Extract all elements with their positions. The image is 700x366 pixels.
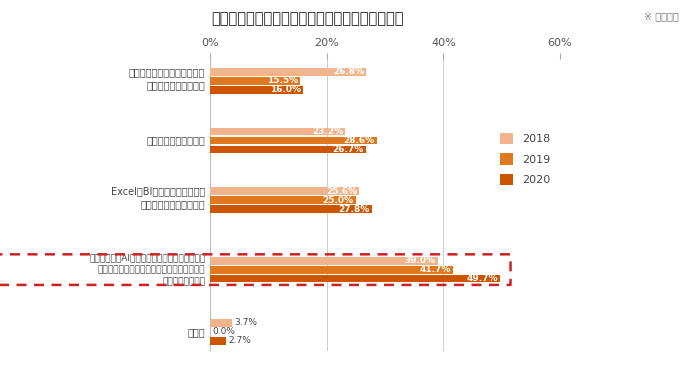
Bar	[210, 319, 232, 327]
Bar	[210, 128, 345, 135]
Bar	[210, 146, 365, 153]
Text: その他: その他	[188, 327, 205, 337]
Text: 49.7%: 49.7%	[466, 274, 498, 283]
Text: 収集したデータの集計: 収集したデータの集計	[146, 135, 205, 146]
Bar	[210, 86, 303, 94]
Text: 【図】過去調査との比較　今後用いたい分析手法: 【図】過去調査との比較 今後用いたい分析手法	[211, 11, 405, 26]
Bar	[210, 187, 359, 195]
Text: 2.7%: 2.7%	[228, 336, 251, 345]
Text: Excel、BIツールなどを用いた: Excel、BIツールなどを用いた	[111, 186, 205, 196]
Legend: 2018, 2019, 2020: 2018, 2019, 2020	[495, 128, 554, 190]
Text: 25.0%: 25.0%	[323, 195, 354, 205]
Text: 25.6%: 25.6%	[326, 187, 357, 196]
Text: 41.7%: 41.7%	[419, 265, 451, 274]
Text: 23.2%: 23.2%	[312, 127, 343, 136]
Text: 28.6%: 28.6%	[344, 136, 374, 145]
Text: ※ 複数回答: ※ 複数回答	[644, 11, 679, 21]
Text: 3.7%: 3.7%	[234, 318, 257, 327]
Bar	[210, 266, 454, 273]
Bar	[210, 77, 300, 85]
Bar	[210, 337, 225, 344]
Text: 過去の出稿額データに基づく: 過去の出稿額データに基づく	[129, 67, 205, 77]
Text: 0.0%: 0.0%	[212, 327, 235, 336]
Bar	[210, 196, 356, 204]
Bar	[210, 137, 377, 145]
Text: 前年度ベースでの判断: 前年度ベースでの判断	[146, 81, 205, 90]
Text: 16.0%: 16.0%	[270, 85, 301, 94]
Bar	[210, 274, 500, 283]
Text: 26.7%: 26.7%	[332, 145, 363, 154]
Bar	[210, 205, 372, 213]
Text: 統計モデル・AI・機械学習などの技術を用いた
広告効果の数値化、および最適な予算配分の
シミュレーション: 統計モデル・AI・機械学習などの技術を用いた 広告効果の数値化、および最適な予算…	[89, 253, 205, 286]
Text: 収集したデータの可視化: 収集したデータの可視化	[141, 199, 205, 210]
Text: 39.0%: 39.0%	[404, 256, 435, 265]
Text: 15.5%: 15.5%	[267, 76, 298, 85]
Text: 27.8%: 27.8%	[339, 205, 370, 213]
Text: 26.8%: 26.8%	[333, 67, 364, 76]
Bar	[210, 257, 438, 265]
Bar	[210, 68, 366, 76]
